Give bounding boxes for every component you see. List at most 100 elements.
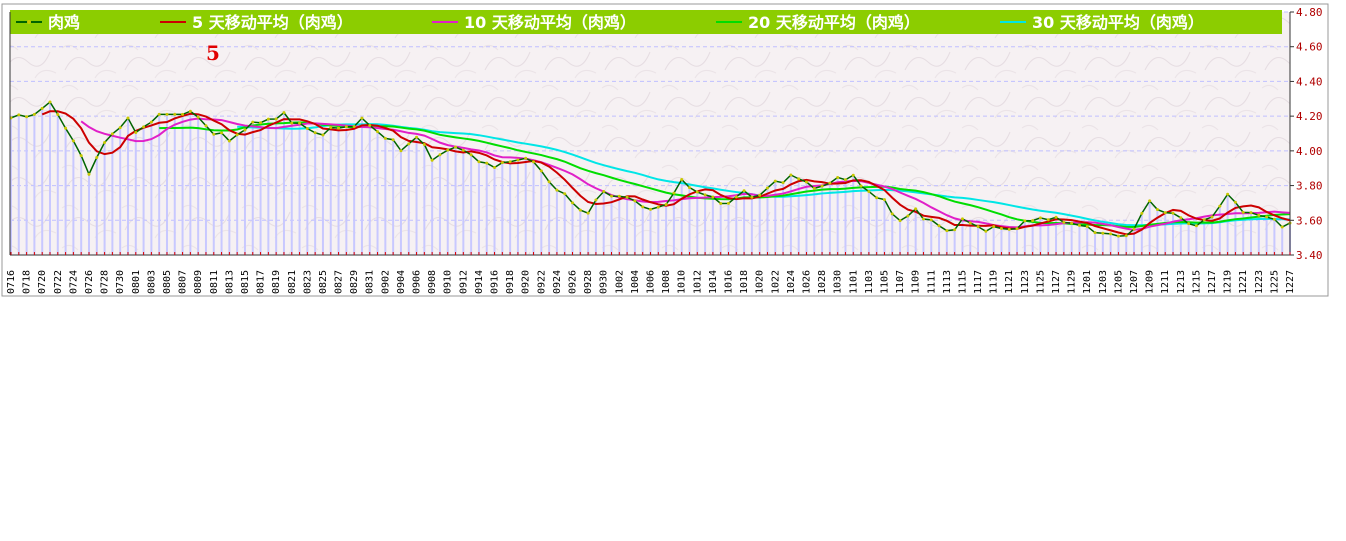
price-point — [571, 201, 575, 205]
price-bar — [165, 114, 168, 255]
price-bar — [922, 219, 925, 255]
price-bar — [610, 196, 613, 255]
price-bar — [1078, 225, 1081, 255]
y-tick-label: 4.20 — [1296, 110, 1323, 123]
price-bar — [181, 114, 184, 255]
y-tick-label: 4.40 — [1296, 75, 1323, 88]
price-point — [1249, 211, 1253, 215]
price-point — [461, 148, 465, 152]
price-point — [695, 190, 699, 194]
price-point — [469, 153, 473, 157]
x-tick-label: 0805 — [162, 270, 173, 294]
price-point — [563, 192, 567, 196]
price-bar — [204, 125, 207, 255]
x-tick-label: 0902 — [380, 270, 391, 294]
price-bar — [1000, 228, 1003, 255]
price-point — [103, 141, 107, 144]
price-bar — [345, 126, 348, 255]
x-tick-label: 0722 — [53, 270, 64, 294]
x-tick-label: 1002 — [614, 270, 625, 294]
price-bar — [813, 188, 816, 255]
price-point — [438, 153, 442, 157]
price-point — [235, 133, 239, 137]
y-axis-ticks: 3.40 3.60 3.80 4.00 4.20 4.40 4.60 4.80 — [1290, 6, 1323, 262]
price-bar — [984, 231, 987, 255]
x-tick-label: 1020 — [755, 270, 766, 294]
x-tick-label: 1227 — [1285, 270, 1296, 294]
price-point — [1077, 223, 1081, 227]
price-point — [992, 225, 996, 229]
x-tick-label: 1117 — [973, 270, 984, 294]
price-point — [812, 186, 816, 190]
x-tick-label: 1127 — [1051, 270, 1062, 294]
price-point — [976, 225, 980, 229]
x-tick-label: 0819 — [271, 270, 282, 294]
x-tick-label: 0813 — [224, 270, 235, 294]
x-tick-label: 1129 — [1067, 270, 1078, 294]
price-bar — [969, 222, 972, 255]
price-bar — [626, 197, 629, 255]
price-point — [56, 112, 60, 116]
price-point — [391, 138, 395, 142]
price-point — [820, 184, 824, 188]
price-point — [1101, 231, 1105, 235]
price-point — [1054, 215, 1058, 219]
price-point — [641, 205, 645, 209]
price-point — [750, 195, 754, 199]
x-tick-label: 0716 — [6, 270, 17, 294]
price-point — [1241, 210, 1245, 214]
x-tick-label: 1113 — [942, 270, 953, 294]
x-tick-label: 0928 — [583, 270, 594, 294]
x-tick-label: 0825 — [318, 270, 329, 294]
price-bar — [48, 102, 51, 255]
price-bar — [875, 197, 878, 255]
price-point — [204, 124, 208, 128]
price-bar — [423, 144, 426, 255]
y-tick-label: 4.80 — [1296, 6, 1323, 19]
price-point — [906, 214, 910, 218]
x-tick-label: 0811 — [209, 270, 220, 294]
price-point — [1085, 224, 1089, 228]
price-bar — [189, 111, 192, 255]
price-bar — [111, 133, 114, 255]
x-tick-label: 1209 — [1145, 270, 1156, 294]
price-point — [266, 117, 270, 121]
x-tick-label: 0906 — [412, 270, 423, 294]
price-bar — [25, 116, 28, 255]
price-point — [1132, 227, 1136, 231]
x-tick-label: 0823 — [302, 270, 313, 294]
x-tick-label: 1016 — [723, 270, 734, 294]
price-bar — [337, 128, 340, 255]
price-point — [321, 133, 325, 137]
price-point — [859, 184, 863, 188]
price-point — [929, 218, 933, 222]
price-bar — [704, 194, 707, 255]
price-bar — [555, 190, 558, 255]
price-bar — [836, 177, 839, 255]
x-tick-label: 0815 — [240, 270, 251, 294]
price-bar — [1195, 225, 1198, 255]
price-bar — [844, 179, 847, 255]
price-bar — [329, 127, 332, 255]
price-point — [305, 127, 309, 131]
x-tick-label: 1215 — [1191, 270, 1202, 294]
price-bar — [1156, 209, 1159, 255]
x-tick-label: 0724 — [68, 270, 79, 294]
price-point — [251, 120, 255, 124]
price-point — [711, 195, 715, 199]
price-bar — [462, 150, 465, 255]
price-point — [1257, 213, 1261, 217]
price-point — [1038, 216, 1042, 220]
x-tick-label: 1022 — [770, 270, 781, 294]
legend-label: 30 天移动平均（肉鸡） — [1032, 13, 1204, 32]
price-point — [828, 181, 832, 185]
x-tick-label: 1123 — [1020, 270, 1031, 294]
price-bar — [805, 182, 808, 255]
x-tick-label: 1119 — [989, 270, 1000, 294]
price-point — [1023, 219, 1027, 223]
price-point — [212, 132, 216, 136]
price-point — [921, 217, 925, 221]
price-bar — [368, 125, 371, 255]
price-point — [586, 211, 590, 215]
